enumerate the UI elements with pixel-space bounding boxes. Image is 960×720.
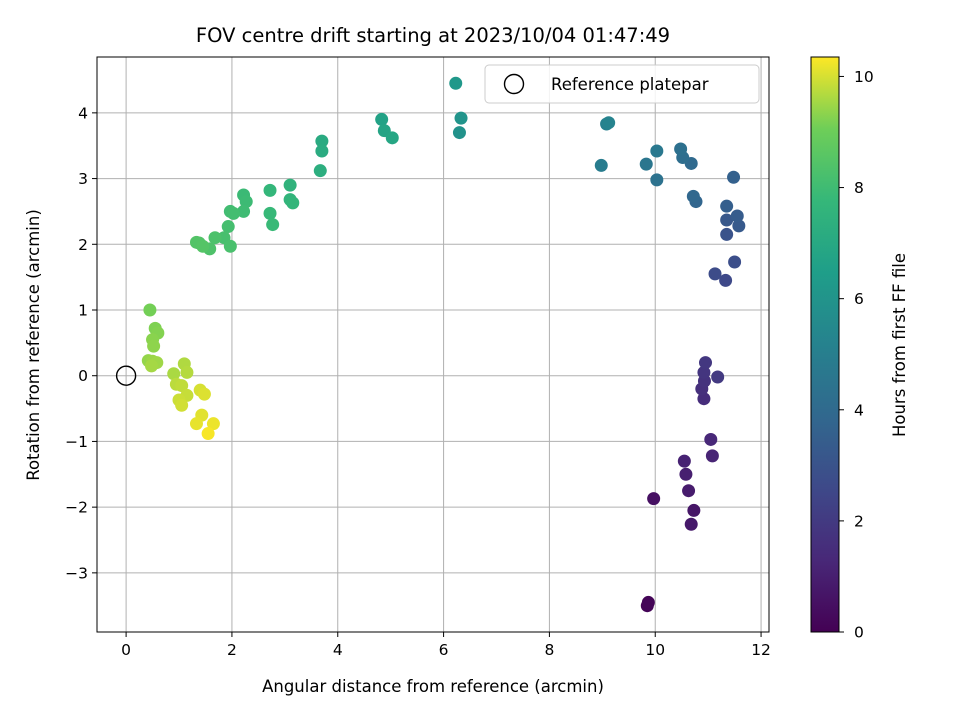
scatter-point <box>684 517 698 531</box>
scatter-point <box>147 339 161 353</box>
y-axis-label: Rotation from reference (arcmin) <box>24 209 43 481</box>
scatter-point <box>223 239 237 253</box>
scatter-point <box>283 178 297 192</box>
colorbar-tick-label: 6 <box>854 290 864 308</box>
scatter-point <box>687 503 701 517</box>
scatter-point <box>641 595 655 609</box>
scatter-point <box>221 220 235 234</box>
scatter-point <box>452 126 466 140</box>
scatter-point <box>167 367 181 381</box>
y-axis-ticks: −3 −2 −1 0 1 2 3 4 <box>65 104 97 582</box>
legend-box <box>484 64 760 104</box>
colorbar-tick-label: 10 <box>854 68 874 86</box>
x-tick-label: 2 <box>227 641 237 659</box>
y-tick-label: 2 <box>78 236 88 254</box>
scatter-point <box>708 267 722 281</box>
scatter-point <box>720 227 734 241</box>
y-tick-label: −1 <box>65 433 88 451</box>
scatter-point <box>650 173 664 187</box>
scatter-point <box>730 209 744 223</box>
y-tick-label: 3 <box>78 170 88 188</box>
scatter-point <box>208 231 222 245</box>
scatter-point <box>143 303 157 317</box>
scatter-point <box>686 189 700 203</box>
y-tick-label: 4 <box>78 104 88 122</box>
colorbar-tick-label: 0 <box>854 624 864 642</box>
scatter-point <box>313 164 327 178</box>
colorbar: 0 2 4 6 8 10 Hours from first FF file <box>810 56 909 642</box>
scatter-point <box>375 112 389 126</box>
grid-lines <box>97 57 769 632</box>
scatter-point <box>639 157 653 171</box>
y-tick-label: 0 <box>78 367 88 385</box>
scatter-point <box>705 449 719 463</box>
scatter-point <box>286 196 300 210</box>
scatter-point <box>677 454 691 468</box>
colorbar-tick-label: 8 <box>854 179 864 197</box>
scatter-point <box>239 195 253 209</box>
x-tick-label: 8 <box>544 641 554 659</box>
scatter-point <box>679 467 693 481</box>
y-tick-label: 1 <box>78 302 88 320</box>
scatter-point <box>315 134 329 148</box>
legend: Reference platepar <box>484 64 760 104</box>
scatter-point <box>206 417 220 431</box>
scatter-point <box>263 183 277 197</box>
scatter-point <box>720 199 734 213</box>
legend-label: Reference platepar <box>551 75 709 94</box>
scatter-point <box>385 131 399 145</box>
x-tick-label: 4 <box>333 641 343 659</box>
scatter-points <box>141 76 746 613</box>
scatter-point <box>196 239 210 253</box>
scatter-point <box>602 116 616 130</box>
scatter-point <box>237 204 251 218</box>
scatter-point <box>454 111 468 125</box>
scatter-point <box>720 213 734 227</box>
colorbar-label: Hours from first FF file <box>890 253 909 437</box>
scatter-point <box>697 392 711 406</box>
scatter-point <box>449 76 463 90</box>
scatter-point <box>180 365 194 379</box>
x-tick-label: 10 <box>645 641 665 659</box>
x-tick-label: 6 <box>439 641 449 659</box>
y-tick-label: −3 <box>65 564 88 582</box>
plot-frame <box>96 56 770 633</box>
scatter-point <box>682 484 696 498</box>
scatter-point <box>697 365 711 379</box>
colorbar-ticks: 0 2 4 6 8 10 <box>839 68 874 642</box>
scatter-point <box>727 170 741 184</box>
scatter-point <box>145 359 159 373</box>
scatter-point <box>704 432 718 446</box>
x-tick-label: 0 <box>121 641 131 659</box>
scatter-point <box>201 427 215 441</box>
y-tick-label: −2 <box>65 499 88 517</box>
scatter-point <box>719 273 733 287</box>
scatter-point <box>711 370 725 384</box>
scatter-point <box>266 218 280 232</box>
scatter-point <box>175 379 189 393</box>
scatter-point <box>175 398 189 412</box>
x-axis-ticks: 0 2 4 6 8 10 12 <box>121 632 771 659</box>
scatter-point <box>197 387 211 401</box>
scatter-point <box>699 356 713 370</box>
colorbar-tick-label: 4 <box>854 401 864 419</box>
scatter-point <box>263 206 277 220</box>
x-axis-label: Angular distance from reference (arcmin) <box>262 677 604 696</box>
colorbar-gradient <box>810 56 840 633</box>
scatter-point <box>650 144 664 158</box>
scatter-point <box>647 492 661 506</box>
colorbar-tick-label: 2 <box>854 512 864 530</box>
legend-marker <box>503 73 525 95</box>
scatter-point <box>594 158 608 172</box>
scatter-point <box>189 417 203 431</box>
scatter-point <box>732 219 746 233</box>
chart-title: FOV centre drift starting at 2023/10/04 … <box>196 24 670 47</box>
scatter-point <box>227 206 241 220</box>
x-tick-label: 12 <box>751 641 771 659</box>
reference-platepar-marker <box>115 365 137 386</box>
scatter-point <box>315 144 329 158</box>
scatter-point <box>728 255 742 269</box>
scatter-point <box>674 142 688 156</box>
